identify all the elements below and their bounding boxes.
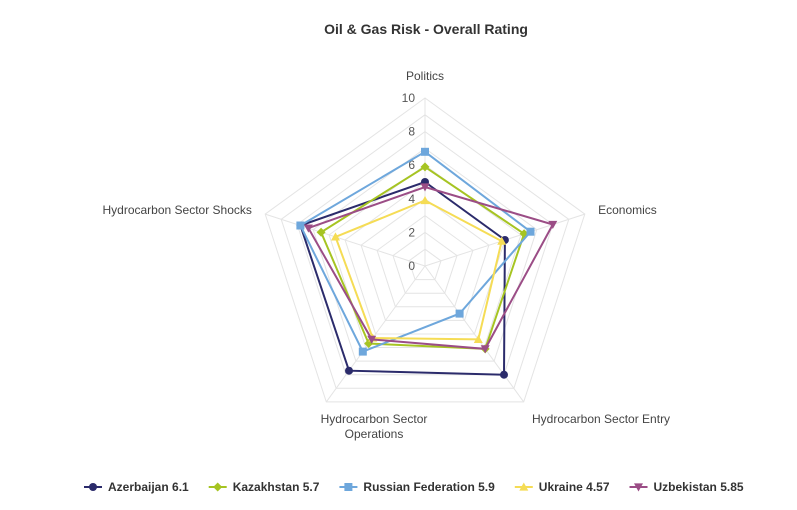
legend-label: Azerbaijan 6.1	[108, 480, 189, 494]
axis-label-politics: Politics	[406, 69, 444, 83]
legend-marker	[89, 483, 97, 491]
tick-label: 0	[408, 259, 415, 273]
data-point-uzbekistan	[548, 220, 558, 229]
tick-label: 6	[408, 158, 415, 172]
data-point-ukraine	[473, 334, 483, 343]
data-point-uzbekistan	[303, 224, 313, 233]
legend-marker	[519, 482, 529, 491]
grid-ring	[312, 147, 538, 362]
axis-label-hydrocarbon-sector-shocks: Hydrocarbon Sector Shocks	[102, 203, 251, 217]
legend: Azerbaijan 6.1 Kazakhstan 5.7 Russian Fede…	[84, 480, 744, 494]
legend-item-kazakhstan[interactable]: Kazakhstan 5.7	[208, 480, 320, 494]
legend-item-russian-federation[interactable]: Russian Federation 5.9	[339, 480, 495, 494]
grid-ring	[264, 97, 586, 403]
data-point-ukraine	[331, 232, 340, 241]
axis-label-hydrocarbon-sector-entry: Hydrocarbon Sector Entry	[532, 412, 670, 426]
data-point-uzbekistan	[480, 345, 490, 354]
data-point-kazakhstan	[316, 227, 326, 237]
series-line-azerbaijan	[299, 180, 506, 376]
data-point-russian-federation	[526, 227, 535, 236]
grid-ring	[376, 214, 474, 308]
series-russian-federation	[296, 147, 535, 356]
axis-label-hydrocarbon-sector-operations: Hydrocarbon Sector Operations	[321, 412, 428, 441]
tick-label: 4	[408, 192, 415, 206]
grid-ring	[408, 248, 442, 281]
series-line-ukraine	[334, 199, 503, 341]
series-line-kazakhstan	[319, 165, 526, 350]
data-point-uzbekistan	[420, 183, 430, 192]
data-point-uzbekistan	[367, 335, 377, 344]
legend-marker	[213, 482, 223, 492]
grid-ring	[328, 164, 522, 348]
data-point-ukraine	[497, 236, 507, 245]
grid-spoke	[424, 265, 525, 403]
axis-labels: Politics Economics Hydrocarbon Sector Entr…	[102, 69, 670, 441]
grid-ring	[392, 231, 458, 294]
legend-label: Uzbekistan 5.85	[654, 480, 744, 494]
data-point-azerbaijan	[345, 366, 353, 375]
data-point-kazakhstan	[420, 162, 430, 172]
series-uzbekistan	[303, 183, 558, 354]
legend-item-azerbaijan[interactable]: Azerbaijan 6.1	[84, 480, 189, 494]
series-line-uzbekistan	[306, 185, 555, 350]
data-point-russian-federation	[455, 309, 464, 318]
grid-ring	[280, 114, 570, 389]
tick-label: 10	[402, 91, 416, 105]
data-point-azerbaijan	[500, 370, 508, 379]
legend-marker	[344, 483, 353, 491]
chart-title: Oil & Gas Risk - Overall Rating	[324, 21, 528, 37]
data-point-russian-federation	[296, 221, 305, 230]
legend-item-uzbekistan[interactable]: Uzbekistan 5.85	[629, 480, 744, 494]
grid-spoke	[265, 213, 426, 267]
radar-grid	[264, 97, 586, 403]
series-layer	[296, 147, 558, 379]
legend-item-ukraine[interactable]: Ukraine 4.57	[514, 480, 610, 494]
axis-label-economics: Economics	[598, 203, 657, 217]
tick-label: 8	[408, 125, 415, 139]
grid-ring	[360, 198, 490, 321]
legend-label: Ukraine 4.57	[539, 480, 610, 494]
data-point-ukraine	[420, 196, 430, 205]
grid-spoke	[325, 265, 426, 403]
legend-marker	[634, 483, 643, 492]
grid-ring	[296, 130, 554, 376]
radial-tick-labels: 0 2 4 6 8 10	[402, 91, 416, 273]
series-line-russian-federation	[299, 150, 532, 353]
data-point-russian-federation	[421, 147, 429, 156]
legend-label: Russian Federation 5.9	[363, 480, 495, 494]
data-point-russian-federation	[358, 347, 367, 356]
legend-label: Kazakhstan 5.7	[233, 480, 320, 494]
tick-label: 2	[408, 225, 415, 239]
